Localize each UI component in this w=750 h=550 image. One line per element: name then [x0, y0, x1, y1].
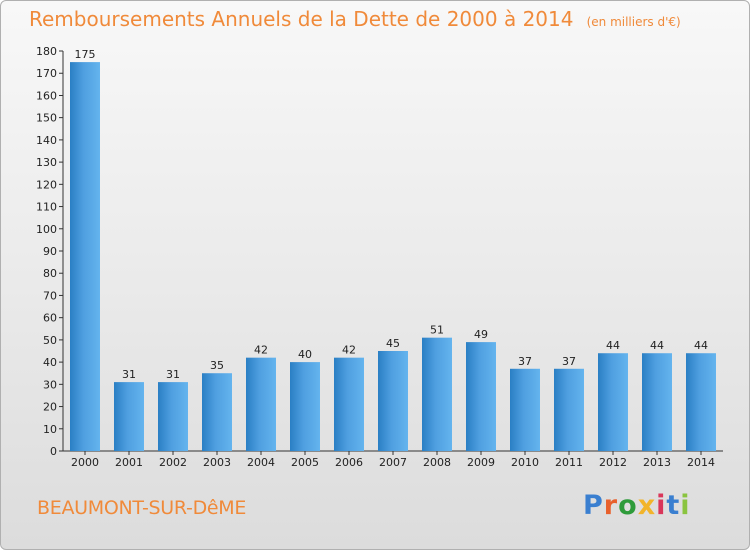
data-label: 175	[75, 48, 96, 61]
logo-letter: i	[680, 490, 691, 521]
y-tick-label: 140	[36, 134, 57, 147]
x-tick-label: 2013	[643, 456, 671, 469]
x-tick-label: 2006	[335, 456, 363, 469]
x-tick-label: 2014	[687, 456, 715, 469]
x-tick-label: 2012	[599, 456, 627, 469]
y-tick-label: 180	[36, 45, 57, 58]
x-tick-label: 2000	[71, 456, 99, 469]
data-label: 42	[342, 344, 356, 357]
bar	[598, 353, 628, 451]
data-label: 37	[518, 355, 532, 368]
bar	[466, 342, 496, 451]
data-label: 44	[694, 339, 708, 352]
axes: 0 10 20 30 40 50 60 70 80 90 100 110 120 130 140 150 160…	[36, 45, 723, 469]
x-tick-label: 2005	[291, 456, 319, 469]
y-tick-label: 90	[43, 245, 57, 258]
bar	[642, 353, 672, 451]
bar	[290, 362, 320, 451]
title-main: Remboursements Annuels de la Dette de 20…	[29, 7, 574, 31]
chart-title: Remboursements Annuels de la Dette de 20…	[29, 7, 681, 31]
commune-name: BEAUMONT-SUR-DêME	[37, 497, 247, 519]
bar	[114, 382, 144, 451]
bar	[158, 382, 188, 451]
x-tick-label: 2002	[159, 456, 187, 469]
logo-letter: r	[603, 490, 619, 521]
x-tick-label: 2010	[511, 456, 539, 469]
data-label: 44	[650, 339, 664, 352]
y-tick-label: 20	[43, 401, 57, 414]
logo-letter: i	[656, 490, 667, 521]
data-label: 37	[562, 355, 576, 368]
y-tick-label: 80	[43, 267, 57, 280]
y-tick-label: 10	[43, 423, 57, 436]
data-label: 31	[122, 368, 136, 381]
data-label: 31	[166, 368, 180, 381]
y-tick-label: 150	[36, 112, 57, 125]
bar	[422, 337, 452, 451]
y-tick-label: 170	[36, 67, 57, 80]
x-tick-label: 2011	[555, 456, 583, 469]
y-tick-label: 30	[43, 378, 57, 391]
bar	[70, 62, 100, 451]
bar	[554, 368, 584, 451]
bar	[686, 353, 716, 451]
proxiti-logo[interactable]: Proxiti	[583, 490, 691, 521]
x-tick-label: 2009	[467, 456, 495, 469]
bar	[202, 373, 232, 451]
data-label: 51	[430, 324, 444, 337]
x-tick-label: 2001	[115, 456, 143, 469]
logo-letter: t	[666, 490, 681, 521]
logo-letter: P	[583, 490, 604, 521]
y-tick-label: 160	[36, 89, 57, 102]
y-tick-label: 70	[43, 289, 57, 302]
data-label: 40	[298, 348, 312, 361]
data-label: 45	[386, 337, 400, 350]
bar	[246, 357, 276, 451]
data-label: 49	[474, 328, 488, 341]
data-label: 44	[606, 339, 620, 352]
title-unit: (en milliers d'€)	[586, 15, 681, 29]
y-tick-label: 100	[36, 223, 57, 236]
y-tick-label: 0	[50, 445, 57, 458]
bar	[334, 357, 364, 451]
x-tick-label: 2007	[379, 456, 407, 469]
data-label: 42	[254, 344, 268, 357]
data-label: 35	[210, 359, 224, 372]
y-tick-label: 50	[43, 334, 57, 347]
y-tick-label: 130	[36, 156, 57, 169]
logo-letter: x	[637, 490, 657, 521]
y-tick-label: 60	[43, 312, 57, 325]
y-tick-label: 120	[36, 178, 57, 191]
x-tick-label: 2003	[203, 456, 231, 469]
bars: 175 31 31 35 42 40 42 45 51 49 37 37 44 44 44	[70, 48, 716, 451]
x-tick-label: 2004	[247, 456, 275, 469]
x-tick-label: 2008	[423, 456, 451, 469]
y-tick-label: 110	[36, 201, 57, 214]
y-tick-label: 40	[43, 356, 57, 369]
bar	[510, 368, 540, 451]
logo-letter: o	[618, 490, 638, 521]
bar	[378, 351, 408, 451]
